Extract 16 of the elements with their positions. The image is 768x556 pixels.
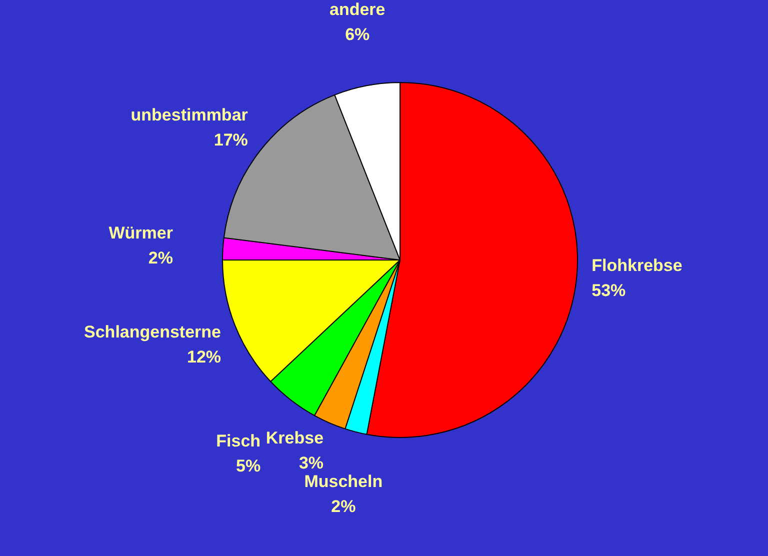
slice-label: Schlangensterne xyxy=(84,322,222,342)
slice-label: Würmer xyxy=(108,223,174,242)
data-label: 12% xyxy=(186,348,222,367)
data-label: 5% xyxy=(236,456,261,476)
data-label: 17% xyxy=(214,130,248,150)
slice-label: Muscheln xyxy=(304,472,383,492)
slice-label: andere xyxy=(329,0,386,20)
slice-label: Fisch xyxy=(216,431,261,450)
data-label: 53% xyxy=(592,280,626,300)
slice-label: unbestimmbar xyxy=(130,106,248,125)
slice-label: Flohkrebse xyxy=(592,256,682,275)
data-label: 2% xyxy=(148,248,173,268)
slice-label: Krebse xyxy=(266,428,324,448)
data-label: 2% xyxy=(331,497,356,516)
data-label: 6% xyxy=(345,25,370,44)
data-label: 3% xyxy=(298,453,324,472)
